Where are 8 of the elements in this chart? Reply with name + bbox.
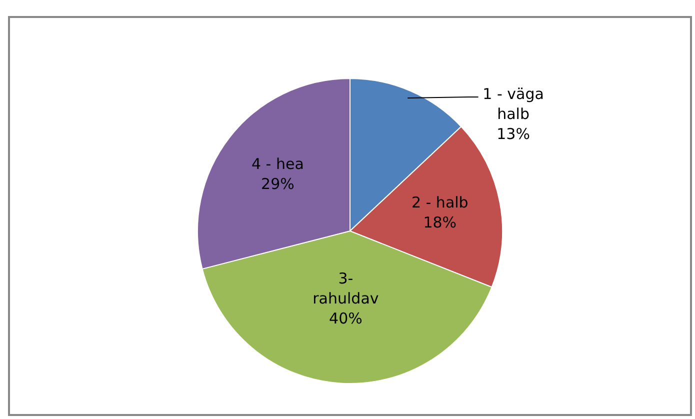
slice-label: 2 - halb (411, 194, 468, 212)
slice-label: 4 - hea (251, 154, 304, 173)
slice-label: 3- rahuldav (312, 269, 379, 308)
slice-label: 1 - väga halb (482, 84, 544, 123)
data-label: 13% (496, 124, 530, 143)
data-label: 40% (329, 309, 362, 328)
data-label: 29% (261, 174, 294, 193)
data-label: 18% (423, 214, 457, 232)
